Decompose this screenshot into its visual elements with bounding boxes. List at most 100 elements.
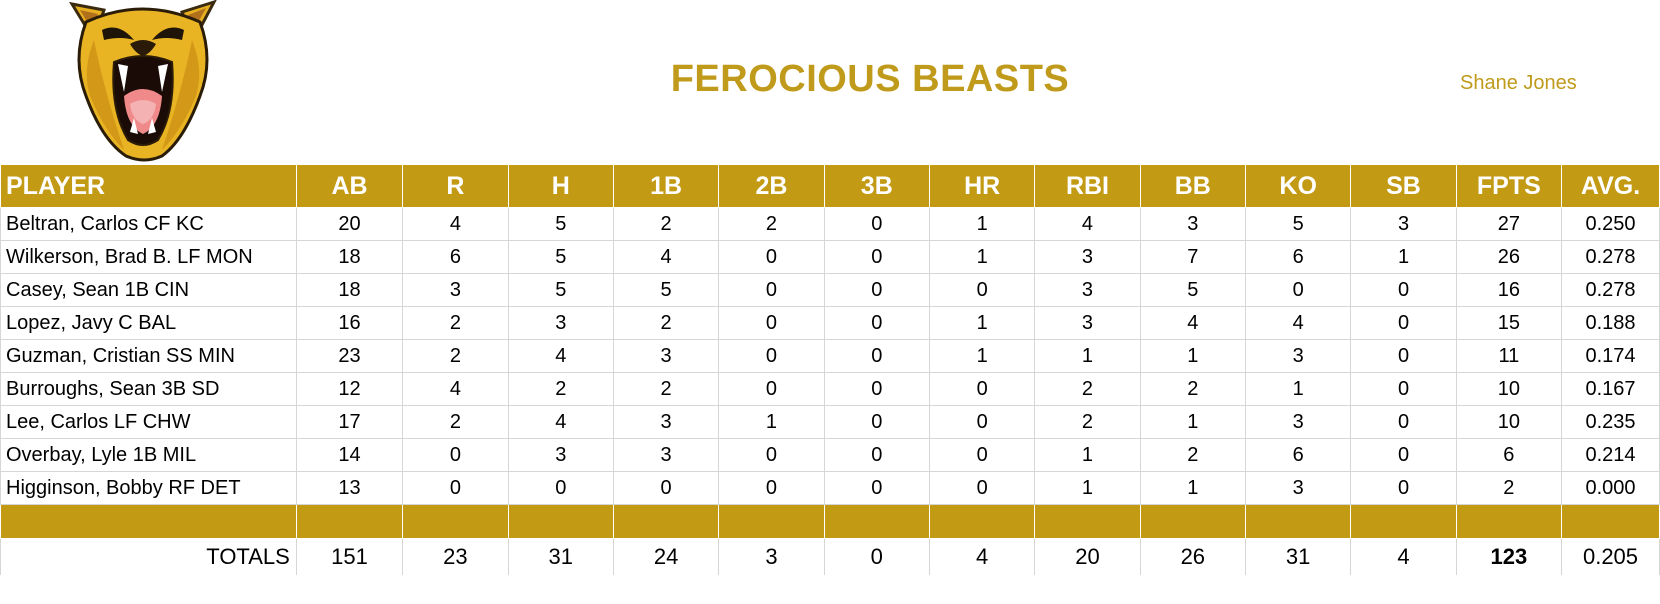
stat-cell: 2 [718, 207, 825, 241]
player-name-cell: Burroughs, Sean 3B SD [0, 372, 297, 406]
separator-cell [507, 504, 614, 539]
stat-cell: 13 [295, 471, 404, 505]
stat-cell: 0 [718, 339, 825, 373]
total-cell: 31 [1244, 538, 1352, 575]
column-header: 2B [718, 165, 825, 208]
column-header: KO [1244, 165, 1352, 208]
stat-cell: 0.278 [1561, 240, 1660, 274]
stat-cell: 0 [1350, 339, 1457, 373]
stat-cell: 0 [928, 471, 1036, 505]
stat-cell: 14 [295, 438, 404, 472]
stat-cell: 1 [1244, 372, 1352, 406]
stat-cell: 2 [402, 405, 509, 439]
stat-cell: 0 [823, 207, 930, 241]
total-cell: 123 [1455, 538, 1563, 575]
stat-cell: 11 [1455, 339, 1563, 373]
stat-cell: 2 [507, 372, 614, 406]
separator-cell [295, 504, 404, 539]
player-stats-table: PLAYER AB R H 1B 2B 3B HR RBI BB KO SB FPTS AVG. Belt… [0, 165, 1660, 575]
stat-cell: 18 [295, 240, 404, 274]
stat-cell: 3 [1244, 471, 1352, 505]
stat-cell: 1 [928, 240, 1036, 274]
roaring-cougar-logo [68, 0, 217, 162]
stat-cell: 2 [612, 372, 720, 406]
table-row: Lee, Carlos LF CHW 17 2 4 3 1 0 0 2 1 3 0 10 0.235 [0, 405, 1660, 439]
stat-cell: 2 [1139, 372, 1246, 406]
stat-cell: 4 [507, 339, 614, 373]
total-cell: 0 [823, 538, 930, 575]
stat-cell: 3 [612, 339, 720, 373]
table-row: Higginson, Bobby RF DET 13 0 0 0 0 0 0 1 1 3 0 2 0.00… [0, 471, 1660, 505]
stat-cell: 3 [1034, 240, 1141, 274]
stat-cell: 10 [1455, 405, 1563, 439]
stat-cell: 20 [295, 207, 404, 241]
stat-cell: 0 [823, 339, 930, 373]
stat-cell: 6 [1244, 240, 1352, 274]
stat-cell: 3 [402, 273, 509, 307]
stat-cell: 0 [1350, 471, 1457, 505]
stat-cell: 16 [295, 306, 404, 340]
stat-cell: 0.235 [1561, 405, 1660, 439]
stat-cell: 1 [928, 339, 1036, 373]
stat-cell: 0 [402, 438, 509, 472]
stat-cell: 1 [1034, 339, 1141, 373]
player-name-cell: Guzman, Cristian SS MIN [0, 339, 297, 373]
stat-cell: 4 [612, 240, 720, 274]
player-name-cell: Lopez, Javy C BAL [0, 306, 297, 340]
stat-cell: 2 [402, 306, 509, 340]
player-name-cell: Wilkerson, Brad B. LF MON [0, 240, 297, 274]
stat-cell: 0 [1350, 438, 1457, 472]
stat-cell: 1 [928, 306, 1036, 340]
stat-cell: 27 [1455, 207, 1563, 241]
total-cell: 151 [295, 538, 404, 575]
separator-cell [823, 504, 930, 539]
table-row: Burroughs, Sean 3B SD 12 4 2 2 0 0 0 2 2 1 0 10 0.167 [0, 372, 1660, 406]
stat-cell: 0 [718, 306, 825, 340]
stat-cell: 0.174 [1561, 339, 1660, 373]
total-cell: 31 [507, 538, 614, 575]
separator-band [0, 504, 1660, 539]
separator-cell [1350, 504, 1457, 539]
stat-cell: 2 [1034, 372, 1141, 406]
stat-cell: 0 [1350, 273, 1457, 307]
stat-cell: 1 [1139, 471, 1246, 505]
stat-cell: 3 [1034, 273, 1141, 307]
stat-cell: 1 [1139, 339, 1246, 373]
stat-cell: 18 [295, 273, 404, 307]
table-row: Wilkerson, Brad B. LF MON 18 6 5 4 0 0 1 3 7 6 1 26 0… [0, 240, 1660, 274]
stat-cell: 0 [928, 273, 1036, 307]
stat-cell: 0.188 [1561, 306, 1660, 340]
stat-cell: 0.278 [1561, 273, 1660, 307]
column-header: RBI [1034, 165, 1141, 208]
stat-cell: 0 [823, 372, 930, 406]
total-cell: 4 [1350, 538, 1457, 575]
stat-cell: 5 [507, 207, 614, 241]
stat-cell: 0 [1244, 273, 1352, 307]
team-title: FEROCIOUS BEASTS [670, 58, 1070, 100]
stat-cell: 0 [718, 471, 825, 505]
separator-cell [1244, 504, 1352, 539]
stat-cell: 6 [1455, 438, 1563, 472]
stat-cell: 1 [1139, 405, 1246, 439]
stat-cell: 0 [1350, 306, 1457, 340]
header-row: PLAYER AB R H 1B 2B 3B HR RBI BB KO SB FPTS AVG. [0, 165, 1660, 208]
column-header: HR [928, 165, 1036, 208]
total-cell: 20 [1034, 538, 1141, 575]
column-header: AVG. [1561, 165, 1660, 208]
stat-cell: 2 [612, 306, 720, 340]
stat-cell: 2 [1034, 405, 1141, 439]
stat-cell: 3 [1139, 207, 1246, 241]
total-cell: 23 [402, 538, 509, 575]
stat-cell: 23 [295, 339, 404, 373]
stat-cell: 0 [402, 471, 509, 505]
column-header: H [507, 165, 614, 208]
stat-cell: 0 [823, 471, 930, 505]
player-name-cell: Lee, Carlos LF CHW [0, 405, 297, 439]
stat-cell: 0 [928, 405, 1036, 439]
column-header: 1B [612, 165, 720, 208]
total-cell: 0.205 [1561, 538, 1660, 575]
stat-cell: 17 [295, 405, 404, 439]
stat-cell: 4 [1244, 306, 1352, 340]
stat-cell: 26 [1455, 240, 1563, 274]
